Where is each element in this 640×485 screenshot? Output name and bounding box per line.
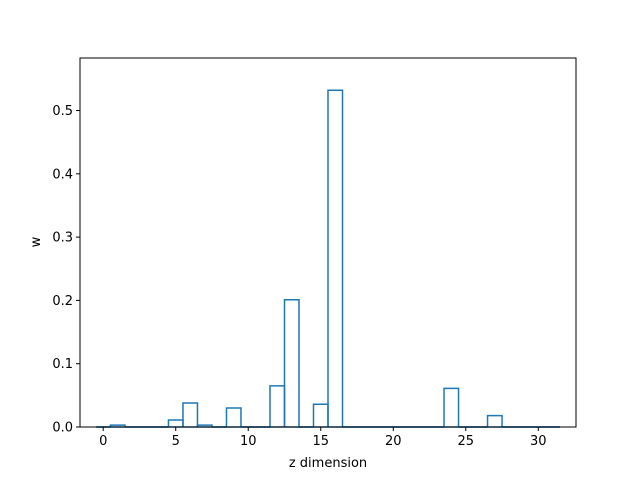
x-tick-label: 10 <box>240 434 257 449</box>
histogram-bar <box>109 424 126 427</box>
x-tick-label: 15 <box>312 434 329 449</box>
histogram-bar <box>486 414 503 427</box>
axes-frame <box>79 57 577 428</box>
histogram-bar <box>327 89 344 427</box>
x-tick-label: 5 <box>172 434 180 449</box>
y-tick-label: 0.1 <box>52 357 73 372</box>
y-tick-label: 0.0 <box>52 421 73 436</box>
y-axis: 0.0 0.1 0.2 0.3 0.4 0.5 <box>52 104 80 436</box>
histogram-bar <box>196 424 213 427</box>
x-tick-label: 25 <box>458 434 475 449</box>
histogram-bar <box>225 407 242 427</box>
y-tick-label: 0.5 <box>52 104 73 119</box>
y-tick-label: 0.3 <box>52 231 73 246</box>
histogram-bar <box>182 402 199 427</box>
x-axis-label: z dimension <box>289 456 367 471</box>
x-tick-label: 0 <box>99 434 107 449</box>
plot-area <box>79 57 577 428</box>
x-axis: 0 5 10 15 20 25 30 <box>99 427 547 449</box>
histogram-bar <box>443 387 460 427</box>
y-axis-label: w <box>29 236 44 247</box>
y-tick-label: 0.4 <box>52 167 73 182</box>
y-tick-label: 0.2 <box>52 294 73 309</box>
x-tick-label: 30 <box>530 434 547 449</box>
histogram-bar <box>283 299 300 427</box>
x-tick-label: 20 <box>385 434 402 449</box>
